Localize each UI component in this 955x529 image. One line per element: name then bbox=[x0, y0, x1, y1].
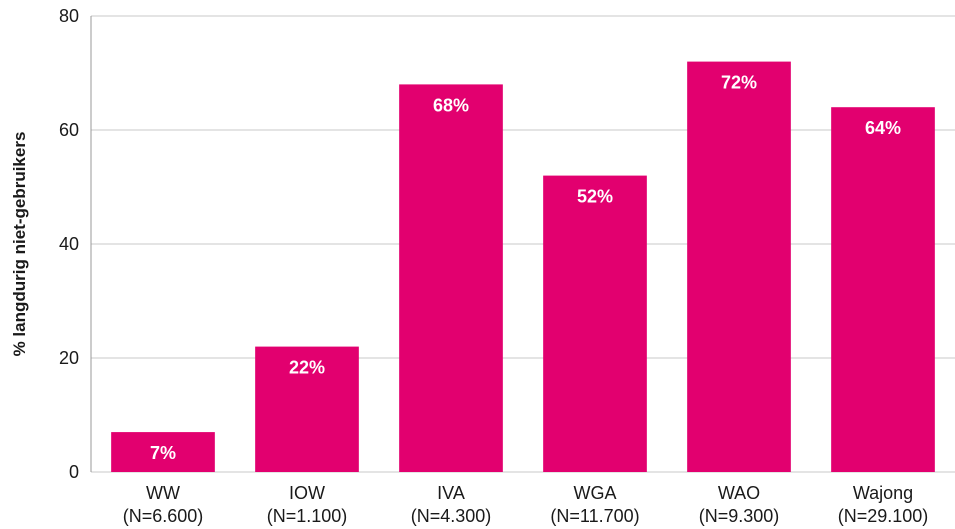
x-tick-sublabel: (N=6.600) bbox=[123, 506, 204, 526]
gridlines bbox=[91, 15, 955, 473]
y-tick-label: 0 bbox=[69, 462, 79, 482]
data-label: 68% bbox=[433, 95, 469, 115]
x-tick-sublabel: (N=9.300) bbox=[699, 506, 780, 526]
x-axis-labels: WW (N=6.600) IOW (N=1.100) IVA (N=4.300) WGA (N… bbox=[123, 483, 929, 526]
x-tick-sublabel: (N=11.700) bbox=[550, 506, 639, 526]
bar-wga bbox=[543, 175, 647, 472]
x-tick-sublabel: (N=1.100) bbox=[267, 506, 348, 526]
y-tick-label: 80 bbox=[59, 6, 79, 26]
data-label: 64% bbox=[865, 118, 901, 138]
x-tick-sublabel: (N=4.300) bbox=[411, 506, 492, 526]
x-tick-label: WGA bbox=[574, 483, 617, 503]
bar-iva bbox=[399, 84, 503, 473]
x-tick-label: WW bbox=[146, 483, 180, 503]
y-tick-label: 40 bbox=[59, 234, 79, 254]
bar-iow bbox=[255, 346, 359, 472]
y-tick-label: 60 bbox=[59, 120, 79, 140]
bar-wao bbox=[687, 61, 791, 472]
y-axis-ticks: 0 20 40 60 80 bbox=[59, 6, 79, 482]
x-tick-label: IOW bbox=[289, 483, 325, 503]
data-label: 72% bbox=[721, 73, 757, 93]
data-label: 52% bbox=[577, 187, 613, 207]
y-tick-label: 20 bbox=[59, 348, 79, 368]
x-tick-label: IVA bbox=[437, 483, 465, 503]
x-tick-label: Wajong bbox=[853, 483, 913, 503]
y-axis-title: % langdurig niet-gebruikers bbox=[10, 132, 29, 357]
bar-ww bbox=[111, 432, 215, 472]
bars: 7% 22% 68% 52% 72% 64% bbox=[111, 61, 935, 473]
data-label: 22% bbox=[289, 358, 325, 378]
data-label: 7% bbox=[150, 443, 176, 463]
x-tick-sublabel: (N=29.100) bbox=[838, 506, 929, 526]
x-tick-label: WAO bbox=[718, 483, 760, 503]
bar-wajong bbox=[831, 107, 935, 472]
